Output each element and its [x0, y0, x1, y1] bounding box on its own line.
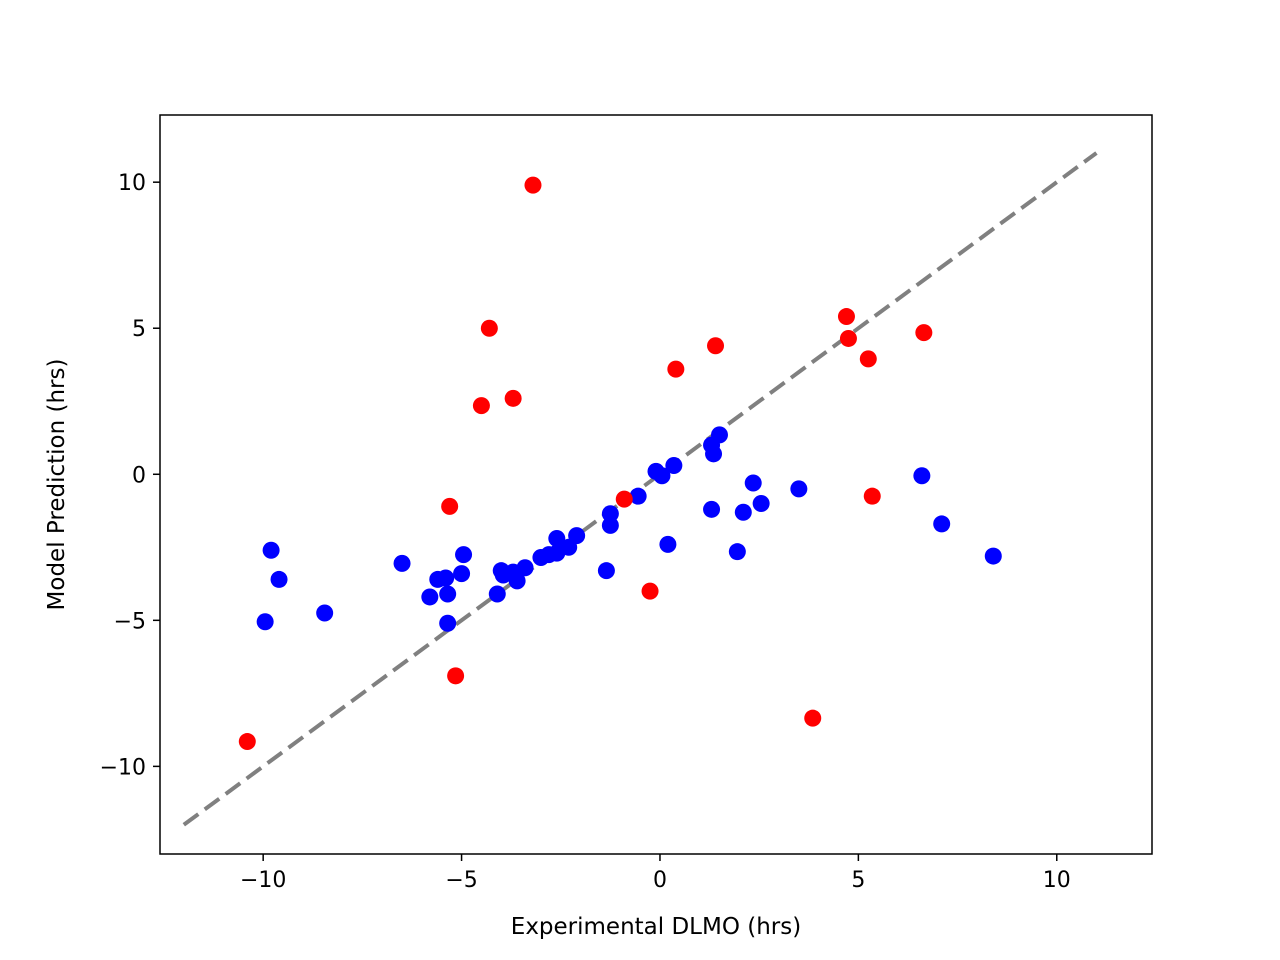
data-point: [455, 546, 473, 564]
data-point: [710, 426, 728, 444]
y-tick-label: −10: [100, 755, 146, 780]
x-tick-label: −5: [445, 868, 477, 893]
y-axis-label: Model Prediction (hrs): [44, 359, 70, 611]
data-point: [597, 562, 615, 580]
data-point: [480, 319, 498, 337]
data-point: [508, 572, 526, 590]
data-point: [516, 559, 534, 577]
data-point: [707, 337, 725, 355]
y-tick-label: −5: [114, 609, 146, 634]
data-point: [734, 503, 752, 521]
data-point: [447, 667, 465, 685]
y-tick-label: 5: [132, 317, 146, 342]
data-point: [837, 308, 855, 326]
x-tick-label: 5: [851, 868, 865, 893]
y-tick-label: 10: [118, 171, 146, 196]
y-tick-label: 0: [132, 463, 146, 488]
data-point: [504, 389, 522, 407]
data-point: [859, 350, 877, 368]
data-point: [804, 709, 822, 727]
data-point: [601, 516, 619, 534]
data-point: [453, 565, 471, 583]
data-point: [790, 480, 808, 498]
data-point: [393, 554, 411, 572]
x-axis-label: Experimental DLMO (hrs): [511, 914, 801, 940]
data-point: [256, 613, 274, 631]
data-point: [615, 490, 633, 508]
data-point: [629, 487, 647, 505]
data-point: [705, 445, 723, 463]
data-point: [659, 535, 677, 553]
data-point: [441, 497, 459, 515]
data-point: [933, 515, 951, 533]
data-point: [437, 569, 455, 587]
data-point: [653, 467, 671, 485]
data-point: [270, 570, 288, 588]
data-point: [472, 397, 490, 415]
data-point: [568, 527, 586, 545]
data-point: [601, 505, 619, 523]
data-point: [439, 614, 457, 632]
data-point: [703, 500, 721, 518]
data-point: [524, 176, 542, 194]
data-point: [439, 585, 457, 603]
x-tick-label: 10: [1043, 868, 1071, 893]
data-point: [421, 588, 439, 606]
data-point: [752, 494, 770, 512]
identity-reference-line: [182, 151, 1098, 827]
plot-frame: [159, 114, 1153, 855]
x-tick-label: 0: [653, 868, 667, 893]
data-point: [262, 541, 280, 559]
data-point: [915, 324, 933, 342]
data-point: [728, 543, 746, 561]
x-tick-label: −10: [240, 868, 286, 893]
data-point: [316, 604, 334, 622]
data-point: [744, 474, 762, 492]
plot-marks: [182, 151, 1098, 827]
data-point: [667, 360, 685, 378]
axis-ticks: −10 −5 0 5 10 −10 −5 0 5 10: [100, 171, 1071, 893]
data-point: [665, 457, 683, 475]
data-point: [863, 487, 881, 505]
data-point: [984, 547, 1002, 565]
data-point: [913, 467, 931, 485]
data-point: [839, 329, 857, 347]
data-point: [641, 582, 659, 600]
data-point: [238, 733, 256, 751]
data-point: [488, 585, 506, 603]
data-point: [548, 530, 566, 548]
